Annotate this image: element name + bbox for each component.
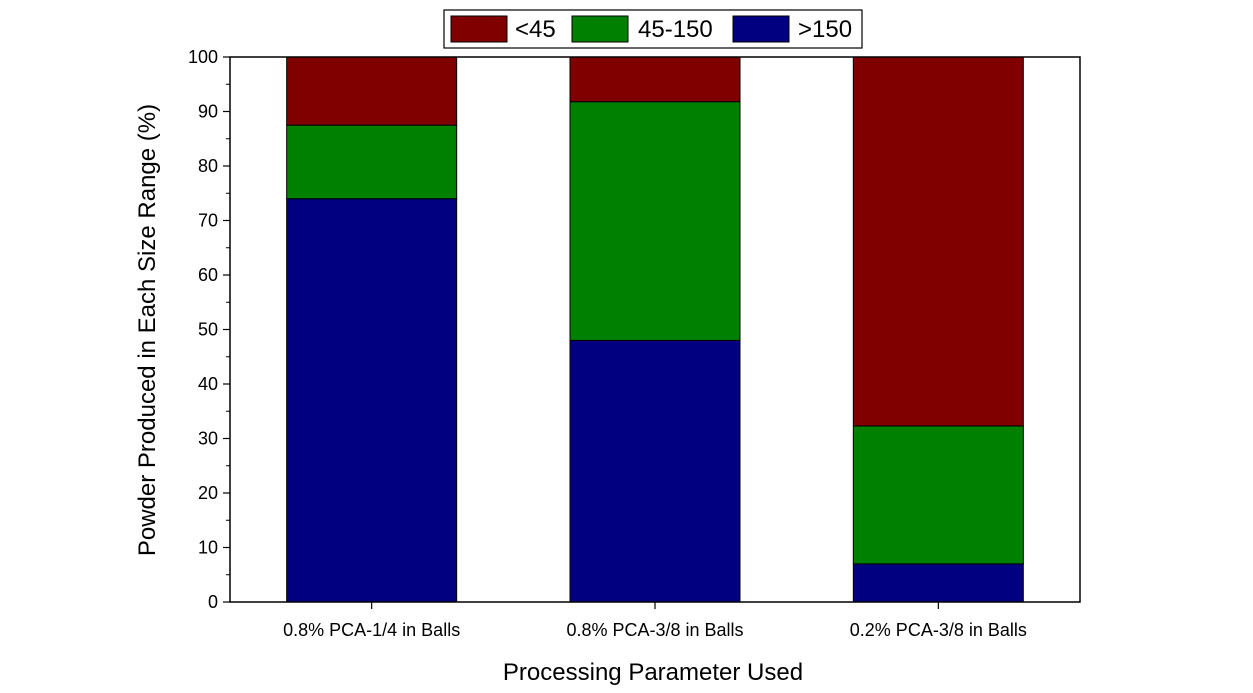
legend-label: 45-150 <box>638 16 713 43</box>
y-tick-label: 30 <box>198 429 218 449</box>
bar-segment-1-3 <box>286 56 458 126</box>
y-tick-label: 90 <box>198 102 218 122</box>
y-tick-label: 20 <box>198 483 218 503</box>
bar-segment-3-3 <box>852 56 1024 427</box>
legend: <45 45-150 >150 <box>443 9 863 49</box>
bars <box>286 56 1024 603</box>
axes: 0.8% PCA-1/4 in Balls 0.8% PCA-3/8 in Bal… <box>188 47 1081 640</box>
legend-label: >150 <box>798 16 852 43</box>
y-tick-label: 40 <box>198 374 218 394</box>
bar-segment-1-2 <box>286 124 458 200</box>
y-tick-label: 80 <box>198 156 218 176</box>
y-tick-label: 100 <box>188 47 218 67</box>
y-tick-label: 50 <box>198 320 218 340</box>
x-tick-label: 0.8% PCA-3/8 in Balls <box>566 620 743 640</box>
bar-segment-2-1 <box>569 339 741 603</box>
legend-label: <45 <box>515 16 556 43</box>
legend-box <box>443 9 863 49</box>
legend-swatch <box>732 15 790 43</box>
bar-segment-2-2 <box>569 101 741 341</box>
bar-segment-2-3 <box>569 56 741 103</box>
x-axis-title: Processing Parameter Used <box>503 659 803 686</box>
legend-swatch <box>450 15 508 43</box>
legend-swatch <box>571 15 629 43</box>
y-tick-label: 10 <box>198 538 218 558</box>
bar-segment-3-2 <box>852 425 1024 565</box>
bar-segment-1-1 <box>286 198 458 603</box>
bar-segment-3-1 <box>852 563 1024 603</box>
x-tick-label: 0.2% PCA-3/8 in Balls <box>850 620 1027 640</box>
y-axis-title: Powder Produced in Each Size Range (%) <box>134 104 161 556</box>
y-tick-label: 70 <box>198 211 218 231</box>
y-tick-label: 0 <box>208 592 218 612</box>
x-tick-label: 0.8% PCA-1/4 in Balls <box>283 620 460 640</box>
y-tick-label: 60 <box>198 265 218 285</box>
